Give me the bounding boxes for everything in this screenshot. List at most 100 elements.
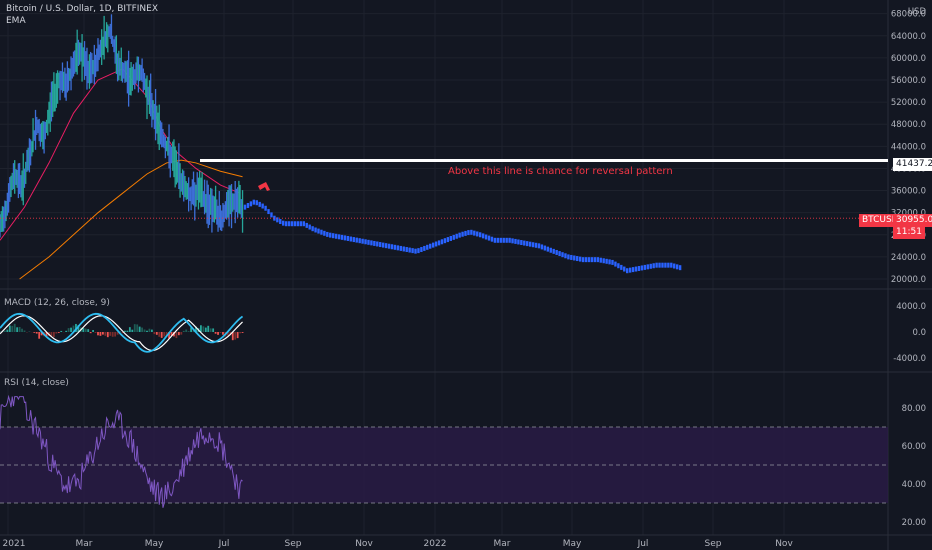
projection-bar bbox=[614, 261, 617, 267]
projection-bar bbox=[284, 221, 288, 227]
level-line bbox=[0, 159, 888, 219]
projection-bar bbox=[628, 267, 632, 273]
projection-bar bbox=[561, 252, 564, 258]
ema-indicator-label[interactable]: EMA bbox=[6, 16, 26, 26]
projection-bar bbox=[664, 262, 667, 268]
projection-bar bbox=[246, 202, 250, 208]
price-tick-label: 64000.0 bbox=[891, 32, 926, 42]
macd-histogram-bar bbox=[104, 332, 107, 336]
projection-bar bbox=[252, 199, 256, 205]
projection-bar bbox=[446, 237, 450, 243]
macd-histogram-bar bbox=[0, 331, 1, 332]
projection-bar bbox=[461, 231, 464, 237]
macd-histogram-bar bbox=[84, 328, 87, 332]
projection-bar bbox=[405, 247, 408, 253]
projection-bar bbox=[658, 262, 661, 268]
projection-bar bbox=[479, 232, 482, 238]
macd-title[interactable]: MACD (12, 26, close, 9) bbox=[4, 298, 110, 308]
macd-histogram-bar bbox=[200, 325, 202, 332]
macd-histogram-bar bbox=[239, 332, 241, 334]
macd-histogram-bar bbox=[146, 330, 148, 332]
macd-histogram-bar bbox=[160, 332, 163, 338]
projection-bar bbox=[508, 237, 511, 243]
macd-histogram-bar bbox=[8, 325, 11, 332]
rsi-title[interactable]: RSI (14, close) bbox=[4, 378, 69, 388]
projection-bar bbox=[564, 253, 567, 259]
time-tick-label: May bbox=[563, 539, 582, 549]
projection-bar bbox=[537, 243, 541, 249]
projection-bar bbox=[329, 232, 332, 238]
macd-histogram-bar bbox=[57, 332, 60, 333]
projection-bar bbox=[576, 256, 579, 262]
projection-bar bbox=[452, 234, 455, 240]
macd-histogram-bar bbox=[102, 332, 104, 335]
macd-histogram-bar bbox=[53, 332, 55, 338]
price-tick-label: 24000.0 bbox=[891, 253, 926, 263]
projection-bar bbox=[567, 254, 570, 260]
price-tick-label: 32000.0 bbox=[891, 209, 926, 219]
projection-bar bbox=[367, 239, 370, 245]
level-price-tag: 41437.2 bbox=[893, 158, 932, 171]
macd-histogram-bar bbox=[168, 332, 170, 339]
macd-histogram-bar bbox=[40, 332, 43, 336]
macd-plot: 4000.0 0.0 -4000.0 bbox=[0, 302, 926, 364]
projection-bar bbox=[678, 265, 682, 271]
projection-bar bbox=[481, 233, 485, 239]
macd-histogram-bar bbox=[106, 332, 109, 338]
projection-bar bbox=[661, 262, 664, 268]
macd-histogram-bar bbox=[38, 332, 41, 339]
projection-bar bbox=[675, 264, 679, 270]
macd-histogram-bar bbox=[77, 325, 80, 332]
projection-bar bbox=[673, 263, 676, 269]
projection-bar bbox=[426, 244, 429, 250]
projection-bar bbox=[449, 235, 452, 241]
projection-bar bbox=[384, 243, 388, 249]
projection-bar bbox=[617, 263, 620, 269]
macd-histogram-bar bbox=[141, 327, 143, 332]
projection-bar bbox=[408, 247, 411, 253]
macd-histogram-bar bbox=[180, 332, 183, 335]
macd-histogram-bar bbox=[65, 330, 68, 332]
projection-bar bbox=[346, 235, 350, 241]
projection-bar bbox=[514, 238, 517, 244]
macd-histogram-bar bbox=[13, 323, 16, 332]
projection-bar bbox=[396, 245, 400, 251]
projection-bar bbox=[414, 248, 417, 254]
projection-bar bbox=[423, 245, 426, 251]
projection-bar bbox=[370, 240, 373, 246]
macd-histogram-bar bbox=[155, 332, 158, 335]
macd-histogram-bar bbox=[170, 332, 173, 336]
projection-bar bbox=[623, 266, 626, 272]
projection-bar bbox=[358, 238, 361, 244]
projection-bar bbox=[455, 233, 458, 239]
macd-histogram-bar bbox=[82, 328, 85, 332]
macd-histogram-bar bbox=[226, 332, 229, 336]
macd-histogram-bar bbox=[97, 332, 99, 336]
projection-bar bbox=[258, 201, 261, 207]
time-tick-label: 2021 bbox=[3, 539, 26, 549]
projection-bar bbox=[620, 264, 623, 270]
projection-bar bbox=[531, 242, 535, 248]
projection-bar bbox=[646, 264, 649, 270]
macd-histogram-bar bbox=[35, 332, 38, 334]
projection-bar bbox=[526, 241, 529, 247]
macd-histogram-bar bbox=[177, 332, 180, 336]
macd-histogram-bar bbox=[222, 332, 224, 335]
macd-tick-label: 4000.0 bbox=[896, 302, 926, 312]
macd-histogram-bar bbox=[21, 328, 23, 332]
symbol-title: Bitcoin / U.S. Dollar, 1D, BITFINEX bbox=[6, 4, 158, 14]
macd-histogram-bar bbox=[214, 332, 217, 334]
rsi-tick-label: 20.00 bbox=[902, 518, 926, 528]
macd-histogram-bar bbox=[18, 326, 21, 332]
macd-histogram-bar bbox=[175, 332, 178, 339]
price-tick-label: 44000.0 bbox=[891, 142, 926, 152]
projection-bar bbox=[332, 233, 335, 239]
macd-histogram-bar bbox=[207, 325, 210, 332]
time-tick-label: Nov bbox=[355, 539, 373, 549]
projection-bar bbox=[376, 241, 379, 247]
projection-bar bbox=[434, 241, 438, 247]
projection-bar bbox=[299, 221, 303, 227]
projection-bar bbox=[599, 257, 602, 263]
projection-bar bbox=[608, 259, 611, 265]
